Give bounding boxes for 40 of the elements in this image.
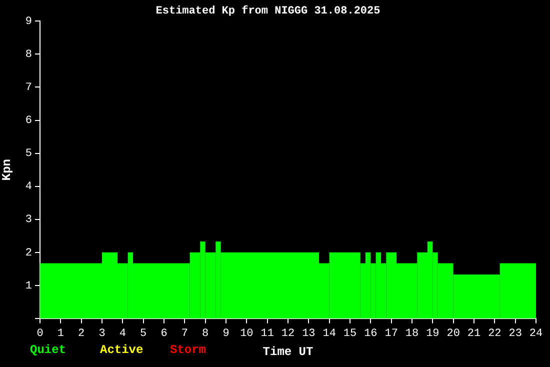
x-tick-label: 10 [240, 328, 254, 340]
x-tick-label: 13 [302, 328, 316, 340]
y-tick-label: 7 [25, 82, 32, 94]
y-tick-label: 5 [25, 148, 32, 160]
x-tick-label: 2 [78, 328, 85, 340]
y-tick-label: 4 [25, 181, 32, 194]
x-tick-label: 0 [36, 328, 44, 340]
x-tick-label: 4 [119, 328, 126, 340]
y-axis-title: Kpn [0, 158, 14, 181]
x-tick-label: 19 [426, 328, 440, 340]
x-tick-label: 22 [488, 328, 502, 340]
x-tick-label: 23 [508, 328, 522, 340]
x-tick-label: 17 [384, 328, 398, 340]
x-tick-label: 1 [57, 328, 64, 340]
x-tick-label: 8 [202, 328, 209, 340]
x-tick-label: 24 [529, 328, 543, 340]
x-tick-label: 6 [160, 328, 168, 340]
y-tick-label: 8 [25, 49, 32, 62]
text: Quiet [30, 343, 66, 358]
y-tick-label: 6 [25, 115, 32, 128]
y-tick-label: 1 [25, 280, 32, 292]
x-tick-label: 11 [260, 328, 274, 340]
x-tick-label: 18 [405, 328, 419, 340]
y-tick-label: 9 [25, 16, 32, 28]
x-tick-label: 14 [322, 328, 336, 340]
x-tick-label: 21 [467, 328, 481, 340]
x-tick-label: 5 [140, 328, 147, 340]
chart-title: Estimated Kp from NIGGG 31.08.2025 [156, 4, 381, 18]
y-tick-label: 2 [25, 247, 32, 260]
x-tick-label: 3 [98, 328, 106, 340]
x-tick-label: 9 [222, 328, 230, 340]
text: Active [100, 343, 144, 358]
x-tick-label: 16 [364, 328, 378, 340]
x-tick-label: 12 [281, 328, 295, 340]
y-tick-label: 3 [25, 214, 32, 226]
x-axis-title: Time UT [262, 344, 314, 359]
x-tick-label: 15 [343, 328, 357, 340]
text: Storm [170, 343, 206, 358]
x-tick-label: 20 [446, 328, 460, 340]
x-tick-label: 7 [181, 328, 188, 340]
